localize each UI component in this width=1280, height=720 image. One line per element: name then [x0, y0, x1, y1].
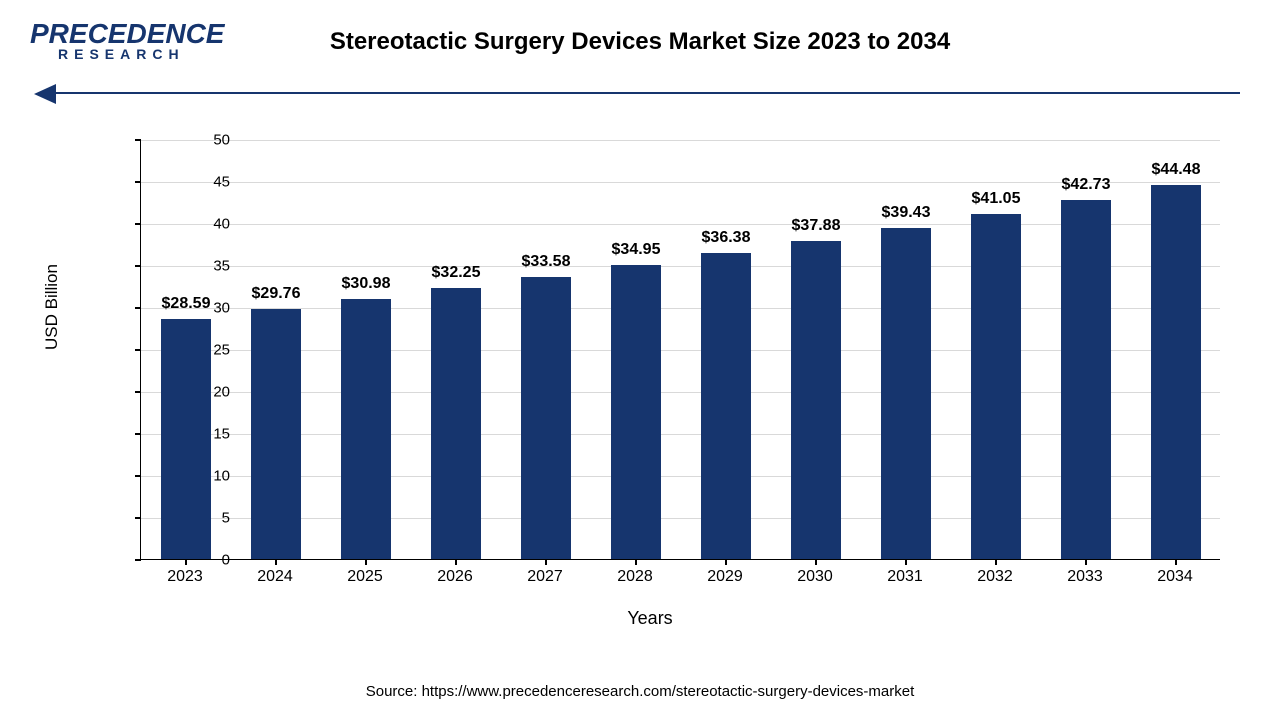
- x-tick-label: 2025: [347, 568, 383, 586]
- bar-value-label: $42.73: [1062, 176, 1111, 194]
- x-tick-mark: [725, 559, 727, 565]
- y-tick-mark: [135, 223, 141, 225]
- y-tick-mark: [135, 139, 141, 141]
- x-tick-label: 2023: [167, 568, 203, 586]
- y-tick-mark: [135, 475, 141, 477]
- gridline: [141, 140, 1220, 141]
- y-tick-label: 30: [180, 300, 230, 317]
- gridline: [141, 392, 1220, 393]
- source-text: Source: https://www.precedenceresearch.c…: [366, 683, 915, 700]
- plot-area: $28.59$29.76$30.98$32.25$33.58$34.95$36.…: [140, 140, 1220, 560]
- y-tick-label: 50: [180, 132, 230, 149]
- title-underline: [50, 92, 1240, 94]
- x-tick-label: 2031: [887, 568, 923, 586]
- gridline: [141, 182, 1220, 183]
- y-tick-label: 40: [180, 216, 230, 233]
- bar: [971, 214, 1021, 559]
- bar: [1061, 200, 1111, 559]
- y-tick-label: 10: [180, 468, 230, 485]
- bar-value-label: $37.88: [792, 217, 841, 235]
- y-tick-mark: [135, 391, 141, 393]
- bar: [611, 265, 661, 559]
- gridline: [141, 308, 1220, 309]
- gridline: [141, 434, 1220, 435]
- bar-value-label: $36.38: [702, 229, 751, 247]
- bar: [521, 277, 571, 559]
- bar-value-label: $34.95: [612, 241, 661, 259]
- x-tick-label: 2030: [797, 568, 833, 586]
- y-tick-label: 20: [180, 384, 230, 401]
- gridline: [141, 266, 1220, 267]
- chart-title: Stereotactic Surgery Devices Market Size…: [0, 28, 1280, 56]
- bar-value-label: $33.58: [522, 253, 571, 271]
- x-tick-label: 2026: [437, 568, 473, 586]
- gridline: [141, 518, 1220, 519]
- x-tick-mark: [815, 559, 817, 565]
- bar-value-label: $41.05: [972, 190, 1021, 208]
- x-tick-mark: [1085, 559, 1087, 565]
- x-tick-mark: [545, 559, 547, 565]
- x-tick-label: 2028: [617, 568, 653, 586]
- bar: [881, 228, 931, 559]
- bar: [1151, 185, 1201, 559]
- bar: [431, 288, 481, 559]
- bar: [251, 309, 301, 559]
- y-tick-label: 0: [180, 552, 230, 569]
- bar-value-label: $39.43: [882, 204, 931, 222]
- x-tick-label: 2027: [527, 568, 563, 586]
- y-tick-mark: [135, 517, 141, 519]
- y-tick-mark: [135, 181, 141, 183]
- x-tick-mark: [635, 559, 637, 565]
- y-tick-mark: [135, 307, 141, 309]
- x-tick-label: 2032: [977, 568, 1013, 586]
- bar: [341, 299, 391, 559]
- bar: [791, 241, 841, 559]
- y-tick-label: 25: [180, 342, 230, 359]
- y-tick-label: 5: [180, 510, 230, 527]
- bar-value-label: $44.48: [1152, 161, 1201, 179]
- y-tick-label: 15: [180, 426, 230, 443]
- gridline: [141, 476, 1220, 477]
- y-tick-label: 35: [180, 258, 230, 275]
- gridline: [141, 224, 1220, 225]
- y-tick-mark: [135, 433, 141, 435]
- x-tick-mark: [995, 559, 997, 565]
- x-tick-mark: [905, 559, 907, 565]
- x-tick-label: 2029: [707, 568, 743, 586]
- y-tick-label: 45: [180, 174, 230, 191]
- x-tick-label: 2024: [257, 568, 293, 586]
- y-tick-mark: [135, 559, 141, 561]
- x-tick-mark: [275, 559, 277, 565]
- y-axis-label: USD Billion: [42, 264, 62, 350]
- y-tick-mark: [135, 349, 141, 351]
- gridline: [141, 350, 1220, 351]
- bar-value-label: $32.25: [432, 264, 481, 282]
- bar-value-label: $30.98: [342, 275, 391, 293]
- arrow-left-icon: [34, 84, 56, 104]
- x-axis-label: Years: [627, 608, 672, 629]
- bar-value-label: $29.76: [252, 285, 301, 303]
- x-tick-label: 2033: [1067, 568, 1103, 586]
- bar: [701, 253, 751, 559]
- x-tick-mark: [455, 559, 457, 565]
- y-tick-mark: [135, 265, 141, 267]
- x-tick-mark: [1175, 559, 1177, 565]
- x-tick-label: 2034: [1157, 568, 1193, 586]
- chart-container: USD Billion $28.59$29.76$30.98$32.25$33.…: [60, 130, 1240, 670]
- x-tick-mark: [365, 559, 367, 565]
